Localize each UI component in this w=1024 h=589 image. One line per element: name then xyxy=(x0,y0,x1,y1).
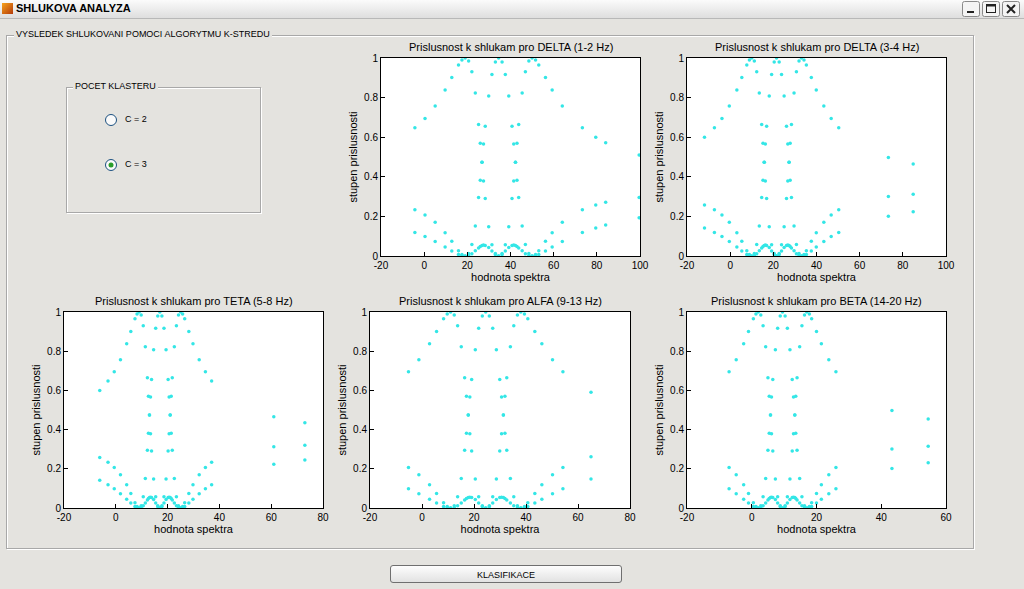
svg-text:20: 20 xyxy=(462,260,474,271)
html-text:SHLUKOVA ANALYZA: SHLUKOVA ANALYZA xyxy=(16,2,131,14)
svg-text:stupen prislusnosti: stupen prislusnosti xyxy=(653,111,665,202)
svg-text:40: 40 xyxy=(520,512,532,523)
svg-text:0.6: 0.6 xyxy=(670,385,684,396)
svg-text:1: 1 xyxy=(55,307,61,318)
svg-text:1: 1 xyxy=(361,307,367,318)
svg-text:0.8: 0.8 xyxy=(47,346,61,357)
svg-text:0: 0 xyxy=(55,503,61,514)
svg-text:40: 40 xyxy=(876,512,888,523)
svg-text:0.6: 0.6 xyxy=(353,385,367,396)
svg-text:hodnota spektra: hodnota spektra xyxy=(471,271,551,283)
svg-text:1: 1 xyxy=(372,53,378,64)
svg-text:stupen prislusnosti: stupen prislusnosti xyxy=(347,111,359,202)
svg-text:hodnota spektra: hodnota spektra xyxy=(461,523,541,535)
svg-text:80: 80 xyxy=(317,512,329,523)
svg-text:0.4: 0.4 xyxy=(364,171,378,182)
svg-text:0.2: 0.2 xyxy=(670,211,684,222)
svg-text:0.4: 0.4 xyxy=(353,424,367,435)
svg-text:80: 80 xyxy=(624,512,636,523)
html-text:C = 2: C = 2 xyxy=(125,114,147,124)
svg-text:Prislusnost k shlukam pro TETA: Prislusnost k shlukam pro TETA (5-8 Hz) xyxy=(95,295,293,307)
svg-text:0: 0 xyxy=(421,260,427,271)
svg-text:0.4: 0.4 xyxy=(670,424,684,435)
svg-text:0: 0 xyxy=(727,260,733,271)
svg-text:60: 60 xyxy=(940,512,952,523)
svg-text:0.8: 0.8 xyxy=(353,346,367,357)
svg-text:0: 0 xyxy=(678,251,684,262)
svg-text:0: 0 xyxy=(419,512,425,523)
svg-text:-20: -20 xyxy=(363,512,378,523)
html-text:C = 3: C = 3 xyxy=(125,159,147,169)
svg-text:0.8: 0.8 xyxy=(364,92,378,103)
svg-text:Prislusnost k shlukam pro DELT: Prislusnost k shlukam pro DELTA (1-2 Hz) xyxy=(409,41,613,53)
svg-text:Prislusnost k shlukam pro BETA: Prislusnost k shlukam pro BETA (14-20 Hz… xyxy=(711,295,922,307)
html-text:KLASIFIKACE: KLASIFIKACE xyxy=(477,570,535,580)
svg-text:80: 80 xyxy=(591,260,603,271)
svg-text:0: 0 xyxy=(678,503,684,514)
svg-text:1: 1 xyxy=(678,307,684,318)
svg-text:100: 100 xyxy=(938,260,955,271)
svg-text:40: 40 xyxy=(214,512,226,523)
svg-text:0.2: 0.2 xyxy=(364,211,378,222)
svg-text:0.2: 0.2 xyxy=(353,463,367,474)
svg-text:hodnota spektra: hodnota spektra xyxy=(777,523,857,535)
svg-text:0.8: 0.8 xyxy=(670,92,684,103)
svg-text:0: 0 xyxy=(749,512,755,523)
svg-text:0.4: 0.4 xyxy=(47,424,61,435)
svg-text:stupen prislusnosti: stupen prislusnosti xyxy=(653,364,665,455)
svg-text:1: 1 xyxy=(678,53,684,64)
svg-text:Prislusnost k shlukam pro ALFA: Prislusnost k shlukam pro ALFA (9-13 Hz) xyxy=(399,295,602,307)
html-text:VYSLEDEK SHLUKOVANI POMOCI ALG: VYSLEDEK SHLUKOVANI POMOCI ALGORYTMU K-S… xyxy=(16,29,270,39)
svg-text:0.4: 0.4 xyxy=(670,171,684,182)
svg-text:100: 100 xyxy=(632,260,649,271)
svg-text:0.2: 0.2 xyxy=(47,463,61,474)
svg-text:0: 0 xyxy=(113,512,119,523)
svg-text:hodnota spektra: hodnota spektra xyxy=(154,523,234,535)
html-text:POCET KLASTERU: POCET KLASTERU xyxy=(75,81,156,91)
svg-text:0.8: 0.8 xyxy=(670,346,684,357)
svg-text:80: 80 xyxy=(897,260,909,271)
svg-text:40: 40 xyxy=(505,260,517,271)
svg-text:Prislusnost k shlukam pro DELT: Prislusnost k shlukam pro DELTA (3-4 Hz) xyxy=(715,41,919,53)
svg-text:20: 20 xyxy=(162,512,174,523)
svg-text:40: 40 xyxy=(811,260,823,271)
svg-text:20: 20 xyxy=(811,512,823,523)
svg-text:60: 60 xyxy=(854,260,866,271)
svg-text:0: 0 xyxy=(372,251,378,262)
svg-text:-20: -20 xyxy=(680,512,695,523)
svg-text:stupen prislusnosti: stupen prislusnosti xyxy=(336,364,348,455)
svg-text:-20: -20 xyxy=(680,260,695,271)
svg-text:0.2: 0.2 xyxy=(670,463,684,474)
svg-text:0.6: 0.6 xyxy=(670,132,684,143)
svg-text:20: 20 xyxy=(768,260,780,271)
svg-text:60: 60 xyxy=(572,512,584,523)
svg-text:-20: -20 xyxy=(374,260,389,271)
svg-text:hodnota spektra: hodnota spektra xyxy=(777,271,857,283)
svg-text:20: 20 xyxy=(468,512,480,523)
svg-text:0: 0 xyxy=(361,503,367,514)
svg-text:60: 60 xyxy=(266,512,278,523)
svg-text:0.6: 0.6 xyxy=(47,385,61,396)
svg-text:-20: -20 xyxy=(57,512,72,523)
svg-text:stupen prislusnosti: stupen prislusnosti xyxy=(30,364,42,455)
svg-text:0.6: 0.6 xyxy=(364,132,378,143)
svg-text:60: 60 xyxy=(548,260,560,271)
